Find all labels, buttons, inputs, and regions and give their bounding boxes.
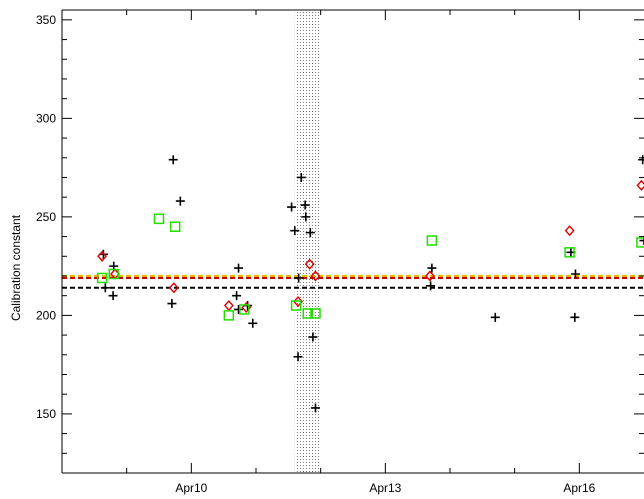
plus-point bbox=[168, 155, 178, 165]
shaded-interval-band bbox=[294, 10, 321, 473]
diamond-point bbox=[636, 179, 644, 191]
y-axis-title: Calibration constant bbox=[9, 214, 23, 321]
plus-point bbox=[490, 312, 500, 322]
plus-point bbox=[294, 273, 304, 283]
square-point bbox=[310, 308, 321, 319]
square-point bbox=[169, 221, 181, 232]
x-tick-label: Apr10 bbox=[175, 481, 207, 495]
y-tick-label: 150 bbox=[36, 407, 56, 421]
plus-point bbox=[300, 200, 310, 210]
diamond-point bbox=[168, 282, 179, 294]
plus-point bbox=[308, 332, 318, 342]
plus-point bbox=[290, 226, 300, 236]
diamond-point bbox=[564, 225, 575, 237]
plus-point bbox=[287, 202, 297, 212]
y-tick-label: 200 bbox=[36, 308, 56, 322]
y-tick-label: 350 bbox=[36, 13, 56, 27]
x-tick-label: Apr13 bbox=[369, 481, 401, 495]
plus-point bbox=[293, 352, 303, 362]
square-point bbox=[239, 304, 250, 315]
plus-point bbox=[310, 403, 320, 413]
diamond-point bbox=[97, 250, 108, 262]
plus-point bbox=[305, 228, 315, 238]
diamond-point bbox=[425, 270, 435, 282]
square-point bbox=[290, 300, 302, 311]
square-point bbox=[223, 310, 235, 321]
data-points-layer bbox=[96, 155, 644, 413]
plus-point bbox=[234, 304, 244, 314]
plus-point bbox=[426, 281, 436, 291]
square-point bbox=[96, 272, 108, 284]
axes-layer: 150 200 250 300 350 Apr10 Apr13 Apr16 bbox=[36, 9, 644, 495]
square-point bbox=[108, 268, 119, 280]
square-point bbox=[426, 235, 438, 246]
x-tick-label: Apr16 bbox=[563, 481, 595, 495]
square-point bbox=[302, 308, 313, 319]
plus-point bbox=[175, 196, 185, 206]
square-point bbox=[153, 213, 165, 225]
reference-lines-layer bbox=[62, 274, 644, 289]
y-tick-label: 250 bbox=[36, 210, 56, 224]
plus-point bbox=[296, 172, 306, 182]
plus-point bbox=[639, 236, 644, 246]
plus-point bbox=[570, 269, 580, 279]
plus-point bbox=[301, 212, 311, 222]
plus-point bbox=[232, 291, 242, 301]
diamond-point bbox=[310, 270, 321, 282]
plus-point bbox=[167, 299, 177, 309]
diamond-point bbox=[223, 299, 234, 312]
y-tick-label: 300 bbox=[36, 111, 56, 125]
plus-point bbox=[570, 312, 580, 322]
plus-point bbox=[100, 283, 110, 293]
plus-point bbox=[427, 263, 437, 273]
plus-point bbox=[638, 155, 644, 165]
diamond-point bbox=[293, 296, 303, 308]
square-point bbox=[564, 247, 575, 258]
plus-point bbox=[248, 318, 258, 328]
square-point bbox=[636, 237, 644, 248]
plus-point bbox=[108, 291, 118, 301]
shaded-band-layer bbox=[294, 10, 321, 473]
plus-point bbox=[234, 263, 244, 273]
diamond-point bbox=[304, 258, 315, 270]
